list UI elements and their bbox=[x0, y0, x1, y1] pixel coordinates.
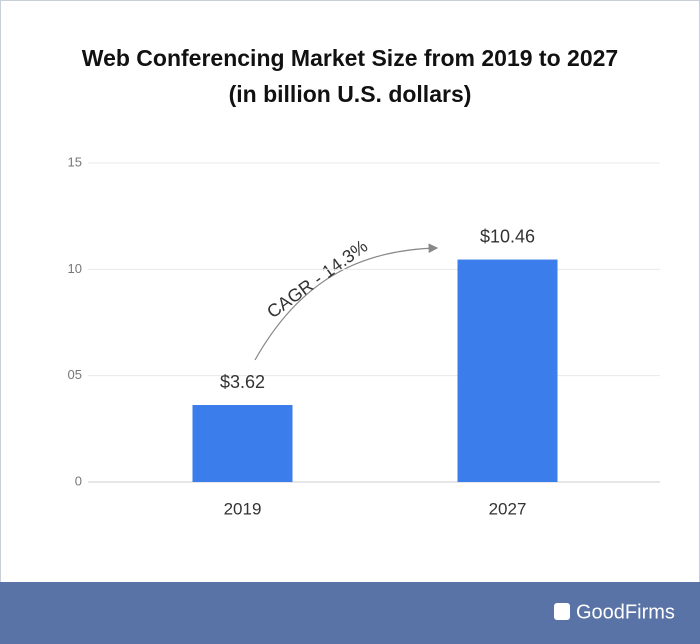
chart-title: Web Conferencing Market Size from 2019 t… bbox=[82, 45, 618, 71]
bar bbox=[457, 259, 558, 482]
plot: 0 05 10 15 2019 $3.62 2027 $10.46 bbox=[68, 154, 660, 518]
value-label: $3.62 bbox=[220, 372, 265, 392]
y-tick-label: 0 bbox=[75, 473, 82, 488]
y-tick-label: 05 bbox=[68, 367, 82, 382]
y-tick-label: 15 bbox=[68, 154, 82, 169]
value-label: $10.46 bbox=[480, 226, 535, 246]
cagr-arrow bbox=[254, 243, 439, 361]
footer bbox=[0, 582, 700, 644]
x-tick-label: 2027 bbox=[489, 499, 527, 518]
chart-subtitle: (in billion U.S. dollars) bbox=[229, 81, 472, 107]
y-tick-label: 10 bbox=[68, 261, 82, 276]
bar bbox=[192, 405, 293, 482]
x-tick-label: 2019 bbox=[224, 499, 262, 518]
brand: GoodFirms bbox=[576, 601, 675, 623]
brand-logo bbox=[554, 603, 570, 620]
